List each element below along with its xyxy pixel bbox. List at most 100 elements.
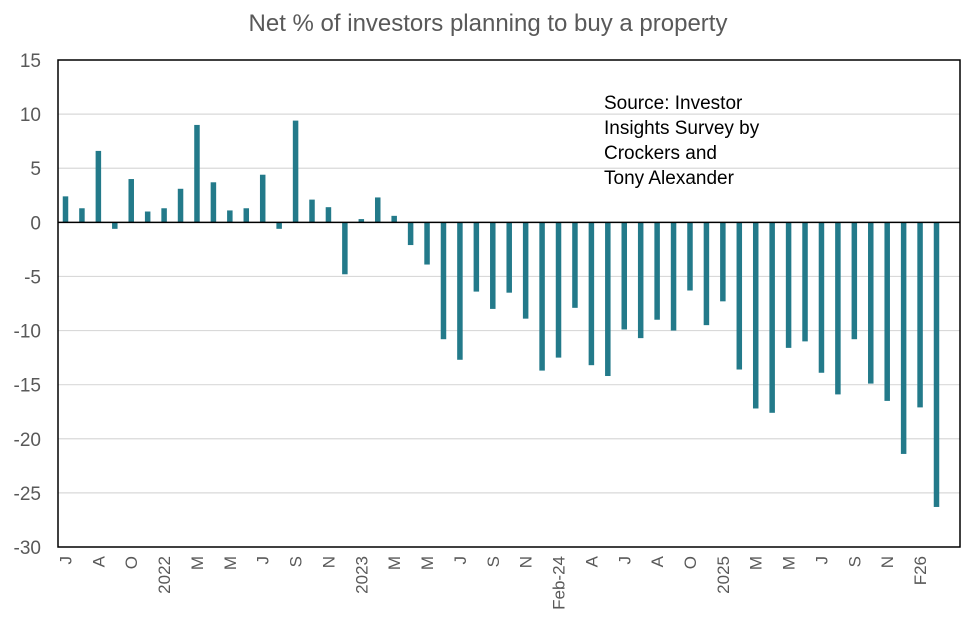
- bar: [736, 222, 743, 370]
- x-tick-label: J: [615, 556, 634, 565]
- y-tick-label: -20: [14, 430, 41, 451]
- bar: [144, 211, 151, 223]
- x-tick-label: N: [878, 556, 897, 568]
- y-tick-label: 0: [30, 213, 41, 234]
- bar: [62, 196, 69, 223]
- bar: [194, 124, 200, 223]
- bar: [605, 222, 611, 377]
- bar: [621, 222, 628, 330]
- bar: [884, 222, 890, 401]
- y-tick-label: -10: [14, 322, 41, 343]
- bar: [572, 222, 578, 308]
- x-tick-label: J: [57, 556, 76, 565]
- bar: [555, 222, 562, 358]
- bar: [374, 197, 381, 223]
- x-tick-label: N: [517, 556, 536, 568]
- annotation-line: Crockers and: [604, 143, 717, 164]
- bar: [95, 150, 102, 223]
- x-axis-ticks: J A O 2022 M M J S N 2023 M M J S N Feb-24 A J A O 2025 M M J S N…: [57, 555, 931, 610]
- bar: [424, 222, 430, 265]
- bar: [276, 222, 282, 229]
- bar: [933, 222, 940, 507]
- bar: [292, 120, 299, 223]
- bar: [654, 222, 660, 320]
- bar: [325, 207, 332, 223]
- x-tick-label: A: [582, 555, 601, 567]
- bar: [391, 215, 397, 223]
- bar: [720, 222, 726, 302]
- bar: [440, 222, 447, 340]
- annotation-line: Insights Survey by: [604, 118, 760, 139]
- bar: [802, 222, 808, 342]
- bar: [457, 222, 463, 360]
- bar: [243, 208, 250, 223]
- bar: [670, 222, 677, 331]
- x-tick-label: M: [780, 556, 799, 570]
- bar: [637, 222, 644, 339]
- x-tick-label: N: [319, 556, 338, 568]
- x-tick-label: F26: [911, 556, 930, 585]
- bar: [210, 182, 217, 223]
- annotation-line: Source: Investor: [604, 93, 743, 114]
- bar: [128, 179, 134, 223]
- y-tick-label: 10: [20, 105, 41, 126]
- x-tick-label: J: [451, 556, 470, 565]
- bar: [522, 222, 529, 319]
- bar: [769, 222, 775, 413]
- x-tick-label: 2023: [352, 556, 371, 594]
- x-tick-label: 2022: [155, 556, 174, 594]
- bar: [358, 219, 365, 223]
- x-tick-label: S: [484, 556, 503, 567]
- bar: [506, 222, 512, 293]
- x-tick-label: Feb-24: [550, 556, 569, 610]
- bar: [79, 208, 85, 223]
- y-tick-label: -15: [14, 376, 41, 397]
- bar: [407, 222, 414, 246]
- y-axis-ticks: 15 10 5 0 -5 -10 -15 -20 -25 -30: [14, 51, 41, 559]
- x-tick-label: M: [747, 556, 766, 570]
- bar: [785, 222, 792, 348]
- bar: [473, 222, 480, 292]
- y-tick-label: -30: [14, 538, 41, 559]
- x-tick-label: O: [122, 556, 141, 569]
- bar: [309, 199, 315, 223]
- chart-title: Net % of investors planning to buy a pro…: [248, 10, 728, 37]
- x-tick-label: S: [287, 556, 306, 567]
- y-tick-label: -25: [14, 484, 41, 505]
- x-tick-label: A: [89, 555, 108, 567]
- x-tick-label: 2025: [714, 556, 733, 594]
- x-tick-label: M: [385, 556, 404, 570]
- bar: [177, 188, 184, 223]
- x-tick-label: A: [648, 555, 667, 567]
- bar: [851, 222, 858, 340]
- bar: [490, 222, 496, 309]
- source-annotation: Source: Investor Insights Survey by Crocke…: [604, 93, 760, 189]
- y-tick-label: 15: [20, 51, 41, 72]
- bar: [868, 222, 874, 384]
- x-tick-label: M: [188, 556, 207, 570]
- bar: [539, 222, 545, 371]
- bar: [588, 222, 595, 366]
- gridlines: [58, 113, 960, 494]
- x-tick-label: J: [254, 556, 273, 565]
- x-tick-label: J: [812, 556, 831, 565]
- bar: [900, 222, 907, 454]
- x-tick-label: S: [845, 556, 864, 567]
- bar: [917, 222, 923, 408]
- bar: [835, 222, 841, 395]
- bar: [342, 222, 348, 275]
- x-tick-label: M: [418, 556, 437, 570]
- bar: [227, 210, 233, 223]
- plot-frame: [57, 59, 961, 548]
- bar: [259, 174, 266, 223]
- bar: [161, 208, 167, 223]
- annotation-line: Tony Alexander: [604, 168, 735, 189]
- bar: [818, 222, 825, 373]
- bar: [703, 222, 710, 326]
- x-tick-label: O: [681, 556, 700, 569]
- bar: [752, 222, 759, 409]
- bar: [687, 222, 693, 291]
- y-tick-label: 5: [30, 159, 41, 180]
- bar: [112, 222, 118, 229]
